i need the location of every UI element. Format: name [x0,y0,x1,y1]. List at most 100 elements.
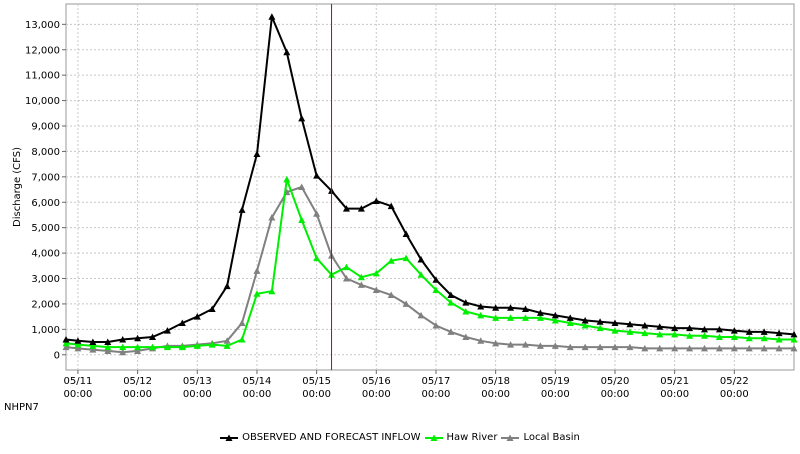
data-point-marker [462,333,470,340]
data-point-marker [521,341,529,348]
data-point-marker [566,314,574,321]
data-point-marker [238,206,246,213]
data-point-marker [313,254,321,262]
y-axis-label: Discharge (CFS) [12,147,23,227]
data-point-marker [298,114,306,122]
data-point-marker [760,344,768,352]
y-tick-label: 1,000 [31,325,60,336]
y-tick-label: 8,000 [31,147,60,158]
y-tick-label: 2,000 [31,299,60,310]
data-point-marker [671,344,679,352]
y-tick-label: 5,000 [31,223,60,234]
x-tick-label-date: 05/17 [422,376,451,387]
data-point-marker [596,318,604,325]
data-point-marker [193,342,201,349]
data-point-marker [268,214,276,221]
data-point-marker [551,311,559,319]
data-point-marker [238,319,246,326]
data-point-marker [536,309,544,316]
data-point-marker [641,344,649,352]
data-point-marker [715,344,723,352]
data-point-marker [313,210,321,217]
data-point-marker [686,324,694,332]
data-point-marker [551,316,559,324]
x-tick-label-date: 05/21 [660,376,689,387]
data-point-marker [74,344,82,352]
data-point-marker [447,291,455,299]
y-tick-label: 0 [54,350,60,361]
data-point-marker [342,275,350,282]
legend-item: OBSERVED AND FORECAST INFLOW [220,432,421,443]
data-point-marker [119,343,127,351]
legend-label: Haw River [446,432,498,443]
data-point-marker [104,343,112,351]
data-point-marker [89,338,97,346]
data-point-marker [283,48,291,56]
data-point-marker [656,344,664,352]
data-point-marker [760,328,768,335]
data-point-marker [686,344,694,352]
x-tick-label-time: 00:00 [64,389,93,400]
data-point-marker [208,305,216,312]
data-point-marker [178,319,186,326]
data-point-marker [626,320,634,328]
data-point-marker [74,337,82,344]
y-tick-label: 11,000 [25,71,60,82]
data-point-marker [253,290,261,297]
data-point-marker [641,322,649,329]
data-point-marker [402,300,410,307]
data-point-marker [119,348,127,356]
data-point-marker [134,347,142,354]
data-point-marker [507,341,515,348]
data-point-marker [372,269,380,277]
legend-label: OBSERVED AND FORECAST INFLOW [242,432,421,443]
data-point-marker [521,305,529,312]
data-point-marker [715,333,723,340]
data-point-marker [581,316,589,324]
data-point-marker [730,333,738,340]
data-point-marker [521,314,529,321]
data-point-marker [551,342,559,349]
data-point-marker [62,343,70,351]
x-tick-label-time: 00:00 [123,389,152,400]
data-point-marker [134,343,142,351]
data-point-marker [492,339,500,347]
data-point-marker [149,343,157,351]
y-tick-label: 7,000 [31,172,60,183]
data-point-marker [298,183,306,190]
data-point-marker [357,281,365,288]
chart-legend: OBSERVED AND FORECAST INFLOW Haw River Loc… [0,432,800,443]
data-point-marker [477,311,485,319]
data-point-marker [745,334,753,342]
data-point-marker [134,334,142,342]
data-point-marker [790,336,798,343]
data-point-marker [775,336,783,343]
data-point-marker [253,150,261,157]
data-point-marker [760,334,768,342]
data-point-marker [298,216,306,224]
station-id-label: NHPN7 [4,402,39,413]
y-tick-label: 12,000 [25,45,60,56]
x-tick-label-date: 05/15 [302,376,331,387]
data-point-marker [700,332,708,339]
data-point-marker [671,330,679,338]
legend-item: Local Basin [501,432,580,443]
data-point-marker [790,330,798,338]
data-point-marker [477,337,485,344]
data-point-marker [536,314,544,321]
data-point-marker [89,342,97,349]
y-tick-label: 9,000 [31,122,60,133]
data-point-marker [775,329,783,337]
series-line [65,16,795,343]
data-point-marker [507,304,515,311]
x-tick-label-time: 00:00 [302,389,331,400]
x-tick-label-time: 00:00 [720,389,749,400]
legend-label: Local Basin [523,432,580,443]
x-tick-label-date: 05/13 [183,376,212,387]
data-point-marker [477,302,485,310]
data-point-marker [686,332,694,339]
data-point-marker [462,308,470,315]
y-tick-label: 6,000 [31,198,60,209]
